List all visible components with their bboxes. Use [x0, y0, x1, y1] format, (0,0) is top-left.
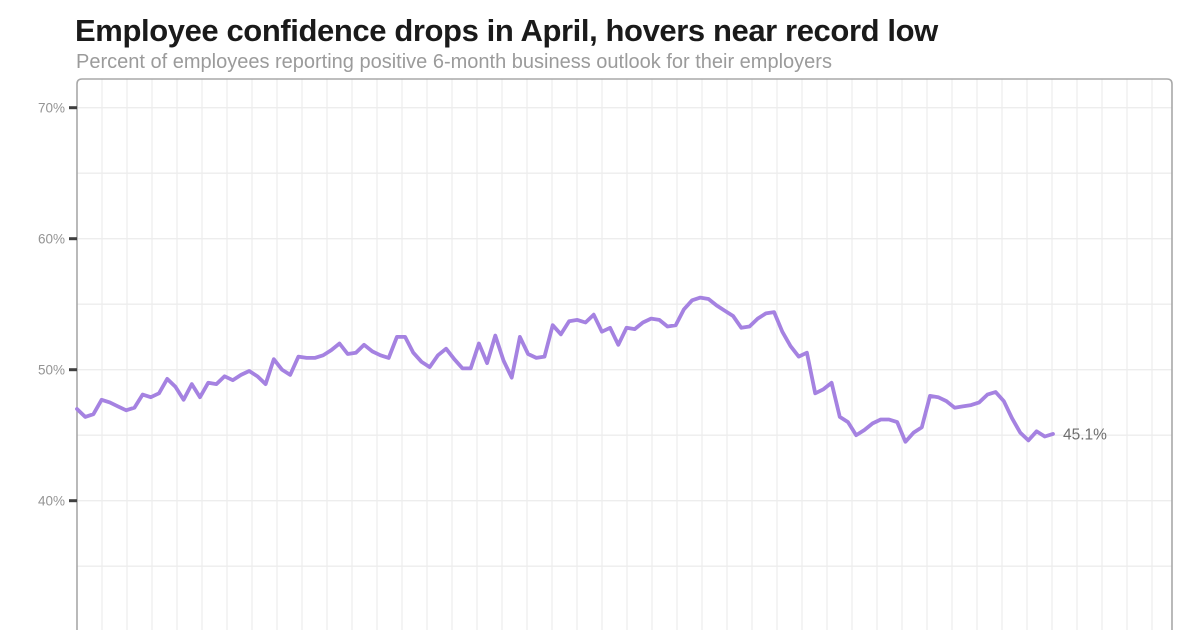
- y-tick-label: 40%: [38, 494, 65, 509]
- y-tick-label: 60%: [38, 232, 65, 247]
- confidence-trend-line: [75, 295, 1055, 444]
- chart-subtitle: Percent of employees reporting positive …: [76, 51, 832, 73]
- current-value-label: 45.1%: [1063, 426, 1107, 443]
- plot-frame: [76, 78, 1173, 630]
- y-tick-label: 50%: [38, 363, 65, 378]
- chart-title: Employee confidence drops in April, hove…: [75, 13, 938, 48]
- y-tick-label: 70%: [38, 101, 65, 116]
